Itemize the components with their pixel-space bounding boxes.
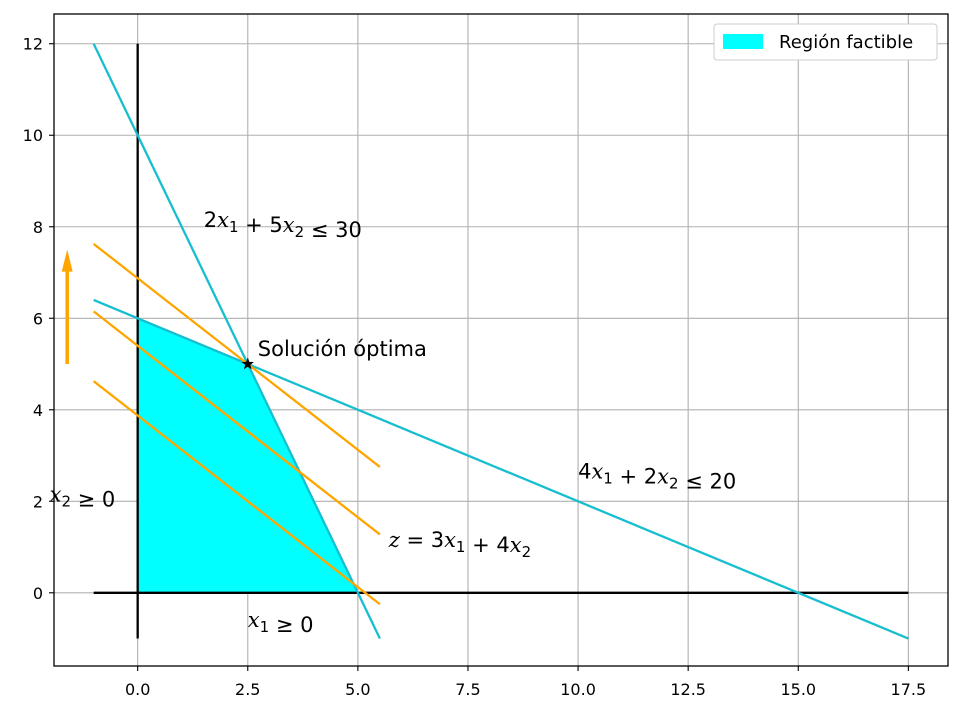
x-tick-label: 15.0: [780, 680, 816, 699]
feasible-region-layer: [137, 318, 358, 593]
annotation-c2: 4x1 + 2x2 ≤ 20: [578, 459, 736, 493]
x-tick-label: 17.5: [891, 680, 927, 699]
math-subscript: 1: [603, 469, 613, 487]
math-subscript: 2: [295, 223, 305, 241]
y-tick-label: 0: [33, 584, 43, 603]
math-text: ≤ 20: [679, 469, 737, 493]
math-variable: x: [444, 528, 456, 552]
plot-frame: [53, 13, 949, 667]
math-subscript: 2: [522, 543, 532, 561]
math-text: ≥ 0: [71, 487, 115, 511]
direction-arrow-head: [61, 249, 73, 272]
math-variable: x: [248, 608, 260, 632]
annotation-c1: 2x1 + 5x2 ≤ 30: [204, 208, 362, 242]
x-tick-label: 7.5: [455, 680, 480, 699]
x-tick-label: 0.0: [125, 680, 150, 699]
series-lines: [61, 43, 909, 640]
y-tick-label: 4: [33, 401, 43, 420]
math-subscript: 1: [229, 218, 239, 236]
objective-line: [92, 310, 381, 536]
optimum-layer: Solución óptima: [241, 337, 427, 370]
math-text: + 5: [238, 213, 282, 237]
math-subscript: 1: [260, 618, 270, 636]
math-text: 4: [578, 459, 591, 483]
optimum-star-marker: [241, 357, 254, 370]
math-subscript: 2: [669, 474, 679, 492]
x-tick-label: 5.0: [345, 680, 370, 699]
math-variable: z: [388, 528, 401, 552]
annotation-x2: x2 ≥ 0: [50, 482, 116, 511]
annotation-obj: z = 3x1 + 4x2: [388, 528, 531, 561]
math-variable: x: [283, 213, 295, 237]
y-tick-label: 2: [33, 492, 43, 511]
annotation-x1: x1 ≥ 0: [248, 608, 314, 637]
math-text: = 3: [400, 528, 444, 552]
constraint-line: [92, 43, 381, 640]
y-tick-label: 10: [23, 126, 43, 145]
y-tick-label: 12: [23, 35, 43, 54]
math-variable: x: [657, 464, 669, 488]
y-tick-layer: 0 2 4 6 8 10 12: [23, 35, 54, 603]
math-text: 2: [204, 208, 217, 232]
math-subscript: 1: [456, 538, 466, 556]
axis-lines: [93, 43, 909, 639]
y-tick-label: 8: [33, 218, 43, 237]
objective-line: [92, 243, 381, 468]
math-variable: x: [591, 459, 603, 483]
math-subscript: 2: [61, 492, 71, 510]
optimum-label: Solución óptima: [258, 337, 427, 361]
legend-label-region: Región factible: [779, 32, 913, 53]
constraint-line: [93, 298, 909, 640]
x-tick-label: 10.0: [560, 680, 596, 699]
objective-line: [92, 380, 381, 606]
x-tick-label: 12.5: [670, 680, 706, 699]
math-variable: x: [510, 533, 522, 557]
y-tick-label: 6: [33, 309, 43, 328]
legend: Región factible: [713, 23, 938, 61]
math-text: + 2: [613, 464, 657, 488]
math-variable: x: [50, 482, 62, 506]
math-text: ≥ 0: [269, 613, 313, 637]
legend-swatch-region: [723, 34, 763, 49]
math-variable: x: [217, 208, 229, 232]
legend-box: [713, 23, 938, 61]
feasible-region: [137, 318, 358, 593]
math-text: + 4: [465, 533, 509, 557]
math-text: ≤ 30: [304, 218, 362, 242]
x-tick-label: 2.5: [235, 680, 260, 699]
x-tick-layer: 0.0 2.5 5.0 7.5 10.0 12.5 15.0 17.5: [125, 666, 926, 699]
